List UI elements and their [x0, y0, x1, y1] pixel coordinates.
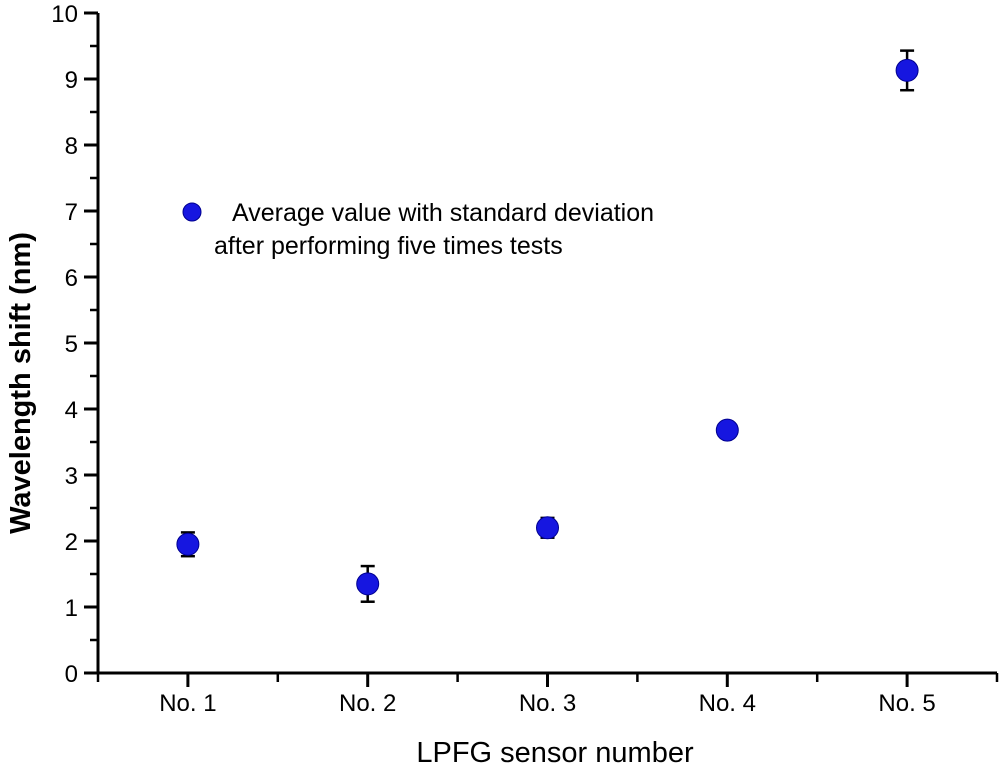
x-tick-label: No. 1	[159, 690, 216, 717]
y-tick-label: 1	[65, 595, 78, 622]
data-point-marker	[715, 418, 739, 442]
data-point	[356, 564, 380, 603]
legend-marker-icon	[182, 202, 202, 222]
data-point-marker	[536, 516, 559, 540]
x-tick-label: No. 3	[519, 690, 576, 717]
data-points	[176, 49, 919, 603]
axes	[96, 13, 997, 675]
y-tick-label: 10	[51, 1, 78, 28]
x-axis-label: LPFG sensor number	[416, 737, 694, 769]
y-tick-label: 4	[65, 397, 78, 424]
axis-spines	[96, 13, 997, 675]
y-tick-label: 2	[65, 529, 78, 556]
data-point-marker	[895, 58, 919, 82]
data-point	[715, 418, 739, 442]
data-point-marker	[176, 532, 200, 556]
data-point	[176, 531, 200, 558]
ticks: 0 1 2 3 4 5 6 7 8 9 10 No. 1 No. 2 No. 3 No. 4 No. 5	[51, 1, 999, 717]
y-tick-label: 7	[65, 199, 78, 226]
data-point-marker	[356, 572, 380, 596]
data-point	[895, 49, 919, 92]
y-tick-label: 8	[65, 133, 78, 160]
y-axis-label: Wavelength shift (nm)	[5, 232, 37, 534]
x-tick-label: No. 5	[878, 690, 935, 717]
x-tick-label: No. 2	[339, 690, 396, 717]
data-point	[536, 516, 559, 540]
y-tick-label: 6	[65, 265, 78, 292]
legend-line-2: after performing five times tests	[214, 232, 563, 260]
y-tick-label: 9	[65, 67, 78, 94]
y-tick-label: 3	[65, 463, 78, 490]
legend-line-1: Average value with standard deviation	[232, 199, 654, 227]
y-tick-label: 5	[65, 331, 78, 358]
y-tick-label: 0	[65, 661, 78, 688]
legend: Average value with standard deviation af…	[182, 199, 654, 260]
x-tick-label: No. 4	[699, 690, 756, 717]
